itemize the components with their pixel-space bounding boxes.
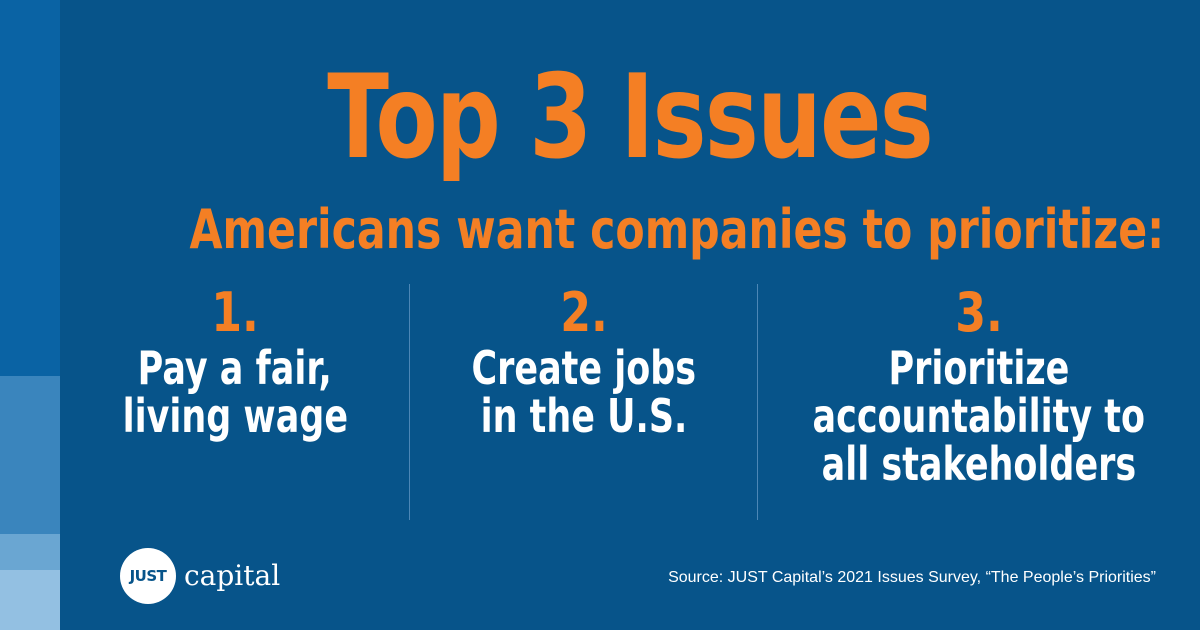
issue-text-line: in the U.S. <box>480 389 688 443</box>
issue-text-line: Create jobs <box>471 341 697 395</box>
issue-number: 3. <box>955 281 1003 344</box>
issue-text-line: Pay a fair, <box>137 341 333 395</box>
issue-text: Prioritize accountability to all stakeho… <box>758 344 1200 488</box>
logo-circle-mark: JUST <box>120 548 176 604</box>
issue-number: 2. <box>560 281 608 344</box>
logo-wordmark: capital <box>184 559 281 592</box>
just-capital-logo: JUST capital <box>120 548 280 604</box>
column-divider <box>409 284 410 520</box>
source-citation: Source: JUST Capital’s 2021 Issues Surve… <box>668 569 1156 586</box>
column-divider <box>757 284 758 520</box>
page-subtitle: Americans want companies to prioritize: <box>189 198 1165 261</box>
issue-number: 1. <box>211 281 259 344</box>
strip-segment-1 <box>0 0 60 376</box>
issue-text-line: Prioritize <box>888 341 1070 395</box>
issue-text-line: all stakeholders <box>821 437 1137 491</box>
issue-text: Create jobs in the U.S. <box>410 344 758 440</box>
issue-column-2: 2. Create jobs in the U.S. <box>410 281 758 441</box>
issue-text: Pay a fair, living wage <box>60 344 410 440</box>
issue-column-3: 3. Prioritize accountability to all stak… <box>758 281 1200 489</box>
page-title: Top 3 Issues <box>327 50 934 185</box>
issue-text-line: accountability to <box>812 389 1146 443</box>
strip-segment-2 <box>0 376 60 534</box>
issue-text-line: living wage <box>122 389 348 443</box>
issue-column-1: 1. Pay a fair, living wage <box>60 281 410 441</box>
left-color-strip <box>0 0 60 630</box>
strip-segment-4 <box>0 570 60 630</box>
strip-segment-3 <box>0 534 60 570</box>
